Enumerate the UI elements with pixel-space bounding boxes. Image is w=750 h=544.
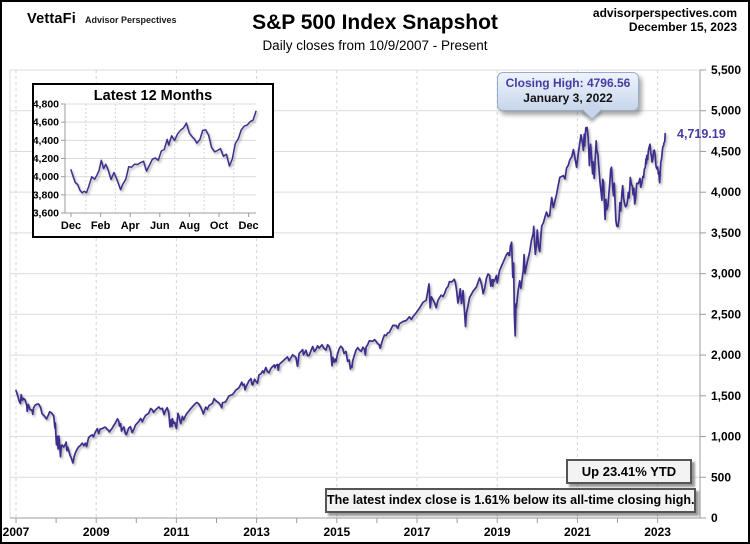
svg-text:0: 0 <box>711 511 718 525</box>
closing-high-label: Closing High: 4796.56 <box>505 76 631 90</box>
svg-text:4,000: 4,000 <box>711 185 741 199</box>
svg-text:Oct: Oct <box>210 220 229 232</box>
page-title: S&P 500 Index Snapshot <box>252 11 498 34</box>
svg-text:5,000: 5,000 <box>711 104 741 118</box>
svg-text:3,500: 3,500 <box>711 226 741 240</box>
svg-text:2,500: 2,500 <box>711 307 741 321</box>
svg-text:5,500: 5,500 <box>711 63 741 77</box>
latest-close-label: 4,719.19 <box>677 127 726 141</box>
svg-text:3,800: 3,800 <box>33 189 59 201</box>
svg-text:4,800: 4,800 <box>33 99 59 111</box>
closing-high-callout: Closing High: 4796.56 January 3, 2022 <box>497 72 639 120</box>
site-url: advisorperspectives.com <box>592 6 737 20</box>
svg-text:4,400: 4,400 <box>33 135 59 147</box>
svg-text:4,500: 4,500 <box>711 144 741 158</box>
svg-text:1,000: 1,000 <box>711 430 741 444</box>
page-subtitle: Daily closes from 10/9/2007 - Present <box>262 38 488 53</box>
svg-text:4,600: 4,600 <box>33 117 59 129</box>
svg-text:2019: 2019 <box>484 525 511 539</box>
svg-text:2017: 2017 <box>404 525 431 539</box>
distance-from-high-box: The latest index close is 1.61% below it… <box>325 488 696 513</box>
svg-text:4,000: 4,000 <box>33 171 59 183</box>
svg-text:Dec: Dec <box>239 220 259 232</box>
ytd-change-box: Up 23.41% YTD <box>566 459 692 484</box>
svg-text:2007: 2007 <box>3 525 30 539</box>
brand: VettaFi Advisor Perspectives <box>27 11 177 27</box>
svg-text:500: 500 <box>711 470 731 484</box>
svg-text:Dec: Dec <box>61 220 81 232</box>
svg-text:4,200: 4,200 <box>33 153 59 165</box>
svg-text:2009: 2009 <box>83 525 110 539</box>
svg-text:2013: 2013 <box>243 525 270 539</box>
svg-text:3,600: 3,600 <box>33 208 59 220</box>
report-date: December 15, 2023 <box>628 20 737 34</box>
svg-text:Feb: Feb <box>91 220 111 232</box>
svg-text:Latest 12 Months: Latest 12 Months <box>94 88 212 104</box>
svg-text:2015: 2015 <box>323 525 350 539</box>
vettafi-logo: VettaFi <box>27 11 76 27</box>
svg-text:2011: 2011 <box>163 525 189 539</box>
closing-high-date: January 3, 2022 <box>523 91 613 105</box>
svg-text:2021: 2021 <box>564 525 591 539</box>
svg-text:2023: 2023 <box>644 525 671 539</box>
svg-text:Aug: Aug <box>179 220 200 232</box>
svg-text:Apr: Apr <box>121 220 141 232</box>
svg-text:Jun: Jun <box>150 220 170 232</box>
svg-text:2,000: 2,000 <box>711 348 741 362</box>
svg-text:3,000: 3,000 <box>711 267 741 281</box>
advisor-perspectives-label: Advisor Perspectives <box>84 15 177 25</box>
svg-text:1,500: 1,500 <box>711 389 741 403</box>
